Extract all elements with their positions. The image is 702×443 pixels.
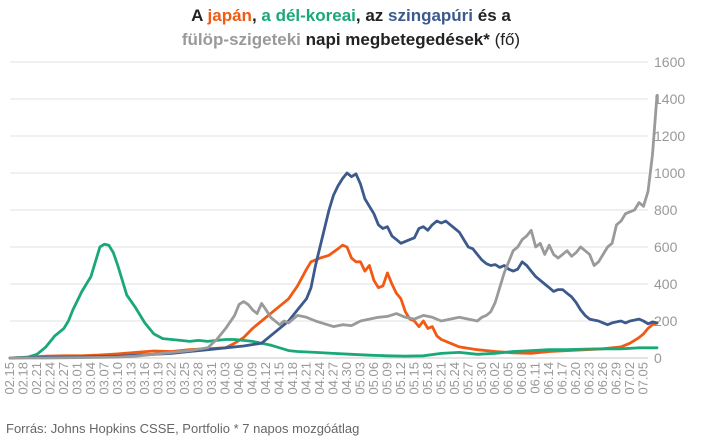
- x-tick-label: 05.24: [447, 362, 462, 395]
- x-tick-label: 04.27: [326, 362, 341, 395]
- x-tick-label: 05.09: [379, 362, 394, 395]
- title-line1-segment: , az: [355, 6, 389, 25]
- x-tick-label: 05.30: [474, 362, 489, 395]
- x-tick-label: 03.22: [164, 362, 179, 395]
- chart-title-line2: fülöp-szigeteki napi megbetegedések* (fő…: [0, 30, 702, 50]
- series-line-dél-koreai: [8, 242, 659, 360]
- x-tick-label: 03.13: [123, 362, 138, 395]
- x-tick-label: 05.15: [406, 362, 421, 395]
- x-tick-label: 04.18: [285, 362, 300, 395]
- x-tick-label: 03.31: [204, 362, 219, 395]
- x-tick-label: 02.15: [2, 362, 17, 395]
- title-line2-segment: napi megbetegedések*: [300, 30, 490, 49]
- x-tick-label: 06.29: [609, 362, 624, 395]
- x-tick-label: 05.27: [460, 362, 475, 395]
- x-tick-label: 06.20: [568, 362, 583, 395]
- x-tick-label: 06.23: [582, 362, 597, 395]
- x-tick-label: 05.21: [433, 362, 448, 395]
- x-tick-label: 02.24: [42, 362, 57, 395]
- x-tick-label: 06.14: [541, 362, 556, 395]
- x-tick-label: 04.06: [231, 362, 246, 395]
- y-tick-label: 600: [654, 239, 678, 255]
- x-tick-label: 04.24: [312, 362, 327, 395]
- y-tick-label: 1600: [654, 54, 685, 70]
- x-tick-label: 02.18: [16, 362, 31, 395]
- x-tick-label: 03.16: [137, 362, 152, 395]
- chart-title-line1: A japán, a dél-koreai, az szingapúri és …: [0, 6, 702, 26]
- y-tick-label: 200: [654, 313, 678, 329]
- title-line2-segment: fülöp-szigeteki: [181, 30, 301, 49]
- x-tick-label: 06.17: [555, 362, 570, 395]
- y-tick-label: 800: [654, 202, 678, 218]
- x-tick-label: 06.11: [528, 362, 543, 394]
- x-tick-label: 07.05: [636, 362, 651, 395]
- y-tick-label: 400: [654, 276, 678, 292]
- x-tick-label: 04.30: [339, 362, 354, 395]
- x-tick-label: 05.03: [353, 362, 368, 395]
- title-line1-segment: A: [191, 6, 208, 25]
- x-tick-label: 06.05: [501, 362, 516, 395]
- x-tick-label: 03.10: [110, 362, 125, 395]
- x-tick-label: 03.28: [191, 362, 206, 395]
- x-tick-label: 06.02: [487, 362, 502, 395]
- x-tick-label: 02.27: [56, 362, 71, 395]
- x-tick-label: 06.26: [595, 362, 610, 395]
- x-tick-label: 05.18: [420, 362, 435, 395]
- x-tick-label: 04.03: [218, 362, 233, 395]
- title-line1-segment: és a: [473, 6, 511, 25]
- title-line2-segment: (fő): [489, 30, 521, 49]
- series-line-fülöp-szigeteki: [8, 93, 659, 360]
- x-tick-label: 06.08: [514, 362, 529, 395]
- x-tick-label: 04.15: [272, 362, 287, 395]
- x-tick-label: 03.25: [177, 362, 192, 395]
- title-line1-segment: szingapúri: [388, 6, 474, 25]
- x-tick-label: 03.07: [96, 362, 111, 395]
- source-footer: Forrás: Johns Hopkins CSSE, Portfolio * …: [6, 421, 360, 436]
- x-tick-label: 05.12: [393, 362, 408, 395]
- y-tick-label: 1200: [654, 128, 685, 144]
- title-line1-segment: ,: [251, 6, 262, 25]
- y-tick-label: 1000: [654, 165, 685, 181]
- title-line1-segment: japán: [207, 6, 252, 25]
- x-tick-label: 02.21: [29, 362, 44, 395]
- x-tick-label: 07.02: [622, 362, 637, 395]
- x-tick-label: 03.01: [69, 362, 84, 395]
- x-tick-label: 04.12: [258, 362, 273, 395]
- x-tick-label: 04.21: [299, 362, 314, 395]
- series-line-szingapúri: [8, 171, 659, 360]
- x-tick-label: 04.09: [245, 362, 260, 395]
- series-line-japán: [8, 243, 659, 360]
- x-tick-label: 03.04: [83, 362, 98, 395]
- x-tick-label: 05.06: [366, 362, 381, 395]
- x-tick-label: 03.19: [150, 362, 165, 395]
- y-tick-label: 1400: [654, 91, 685, 107]
- title-line1-segment: a dél-koreai: [261, 6, 356, 25]
- y-tick-label: 0: [654, 350, 662, 366]
